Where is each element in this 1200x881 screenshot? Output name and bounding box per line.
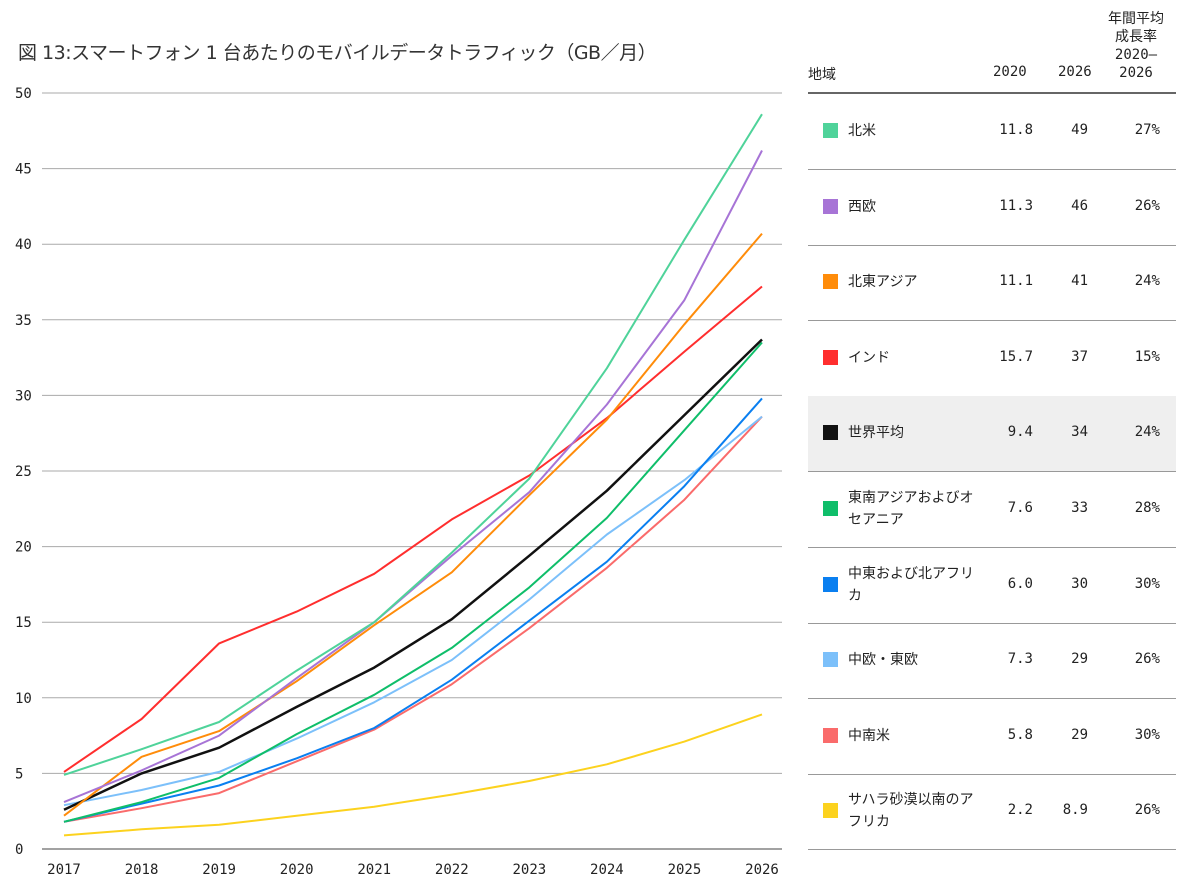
value-2026: 46 bbox=[1071, 197, 1088, 214]
value-cagr: 24% bbox=[1134, 424, 1160, 441]
y-tick-label: 0 bbox=[15, 842, 23, 858]
value-cagr: 28% bbox=[1134, 500, 1160, 516]
legend-swatch bbox=[823, 727, 838, 743]
x-tick-label: 2022 bbox=[435, 862, 469, 878]
value-2026: 49 bbox=[1071, 122, 1088, 138]
table-row: 北東アジア 11.1 41 24% bbox=[808, 245, 1176, 322]
header-2026: 2026 bbox=[1058, 64, 1092, 80]
x-tick-label: 2024 bbox=[590, 862, 624, 878]
value-2020: 11.8 bbox=[999, 122, 1033, 138]
x-tick-label: 2026 bbox=[745, 862, 779, 878]
region-name: 中南米 bbox=[848, 727, 890, 744]
series-line bbox=[63, 415, 763, 807]
value-cagr: 30% bbox=[1134, 575, 1160, 592]
y-tick-label: 5 bbox=[15, 766, 23, 782]
value-2026: 8.9 bbox=[1062, 802, 1088, 819]
region-name: 中東および北アフリカ bbox=[848, 565, 974, 604]
region-name: 北米 bbox=[848, 123, 876, 139]
x-tick-label: 2025 bbox=[668, 862, 702, 878]
table-row: 中東および北アフリカ 6.0 30 30% bbox=[808, 548, 1176, 624]
value-2020: 11.3 bbox=[999, 197, 1033, 214]
y-tick-label: 10 bbox=[15, 691, 32, 707]
region-name: 中欧・東欧 bbox=[848, 652, 918, 669]
value-2020: 2.2 bbox=[1007, 802, 1033, 819]
series-line bbox=[63, 338, 763, 811]
value-2026: 29 bbox=[1071, 651, 1088, 668]
value-2026: 33 bbox=[1071, 500, 1088, 516]
value-2020: 15.7 bbox=[999, 348, 1033, 365]
y-tick-label: 15 bbox=[15, 615, 32, 631]
series-line bbox=[63, 415, 763, 823]
series-line bbox=[63, 341, 763, 823]
region-name: サハラ砂漠以南のアフリカ bbox=[848, 792, 974, 831]
value-cagr: 15% bbox=[1134, 348, 1160, 365]
series-line bbox=[63, 397, 763, 823]
legend-swatch bbox=[823, 425, 838, 441]
value-2020: 9.4 bbox=[1007, 424, 1033, 441]
value-2026: 34 bbox=[1071, 424, 1088, 441]
value-2026: 29 bbox=[1071, 726, 1088, 743]
table-row: インド 15.7 37 15% bbox=[808, 321, 1176, 397]
header-region: 地域 bbox=[808, 67, 836, 83]
region-name: 東南アジアおよびオセアニア bbox=[848, 490, 974, 528]
header-2020: 2020 bbox=[993, 64, 1027, 80]
legend-swatch bbox=[823, 576, 838, 592]
value-2020: 7.6 bbox=[1007, 500, 1033, 516]
x-tick-label: 2018 bbox=[125, 862, 159, 878]
header-cagr: 年間平均 成長率 2020– 2026 bbox=[1108, 11, 1164, 81]
legend-swatch bbox=[823, 198, 838, 214]
table-row: 西欧 11.3 46 26% bbox=[808, 170, 1176, 246]
value-2026: 30 bbox=[1071, 575, 1088, 592]
y-tick-label: 25 bbox=[15, 464, 32, 480]
value-cagr: 26% bbox=[1134, 651, 1160, 668]
region-name: 世界平均 bbox=[848, 425, 904, 442]
series-line bbox=[63, 713, 763, 837]
y-tick-label: 20 bbox=[15, 540, 32, 556]
series-line bbox=[63, 285, 763, 773]
table-row: 東南アジアおよびオセアニア 7.6 33 28% bbox=[808, 472, 1176, 548]
value-cagr: 27% bbox=[1134, 122, 1160, 138]
value-cagr: 24% bbox=[1134, 273, 1160, 290]
legend-swatch bbox=[823, 803, 838, 819]
legend-swatch bbox=[823, 652, 838, 668]
region-name: 西欧 bbox=[848, 198, 876, 215]
chart-title: 図 13:スマートフォン 1 台あたりのモバイルデータトラフィック（GB／月） bbox=[18, 42, 657, 64]
table-row: 中南米 5.8 29 30% bbox=[808, 699, 1176, 775]
table-row: サハラ砂漠以南のアフリカ 2.2 8.9 26% bbox=[808, 774, 1176, 851]
table-row: 世界平均 9.4 34 24% bbox=[808, 396, 1176, 473]
y-tick-label: 45 bbox=[15, 162, 32, 178]
table-row: 北米 11.8 49 27% bbox=[808, 94, 1176, 170]
value-2020: 6.0 bbox=[1007, 575, 1033, 592]
region-name: 北東アジア bbox=[848, 274, 918, 291]
value-cagr: 26% bbox=[1134, 802, 1160, 819]
header-divider bbox=[808, 92, 1176, 94]
value-2020: 7.3 bbox=[1007, 651, 1033, 668]
value-2026: 41 bbox=[1071, 273, 1088, 290]
y-tick-label: 30 bbox=[15, 388, 32, 404]
value-cagr: 30% bbox=[1134, 726, 1160, 743]
region-name: インド bbox=[848, 349, 890, 366]
x-tick-label: 2019 bbox=[202, 862, 236, 878]
value-2020: 11.1 bbox=[999, 273, 1033, 290]
table-row: 中欧・東欧 7.3 29 26% bbox=[808, 623, 1176, 700]
y-tick-label: 50 bbox=[15, 86, 32, 102]
y-tick-label: 35 bbox=[15, 313, 32, 329]
legend-swatch bbox=[823, 349, 838, 365]
legend-swatch bbox=[823, 123, 838, 138]
value-2020: 5.8 bbox=[1007, 726, 1033, 743]
x-tick-label: 2017 bbox=[47, 862, 81, 878]
legend-swatch bbox=[823, 501, 838, 516]
series-line bbox=[63, 113, 763, 776]
value-2026: 37 bbox=[1071, 348, 1088, 365]
series-line bbox=[63, 150, 763, 804]
x-tick-label: 2023 bbox=[512, 862, 546, 878]
x-tick-label: 2020 bbox=[280, 862, 314, 878]
series-line bbox=[63, 232, 763, 817]
x-tick-label: 2021 bbox=[357, 862, 391, 878]
legend-swatch bbox=[823, 274, 838, 290]
y-tick-label: 40 bbox=[15, 237, 32, 253]
value-cagr: 26% bbox=[1134, 197, 1160, 214]
